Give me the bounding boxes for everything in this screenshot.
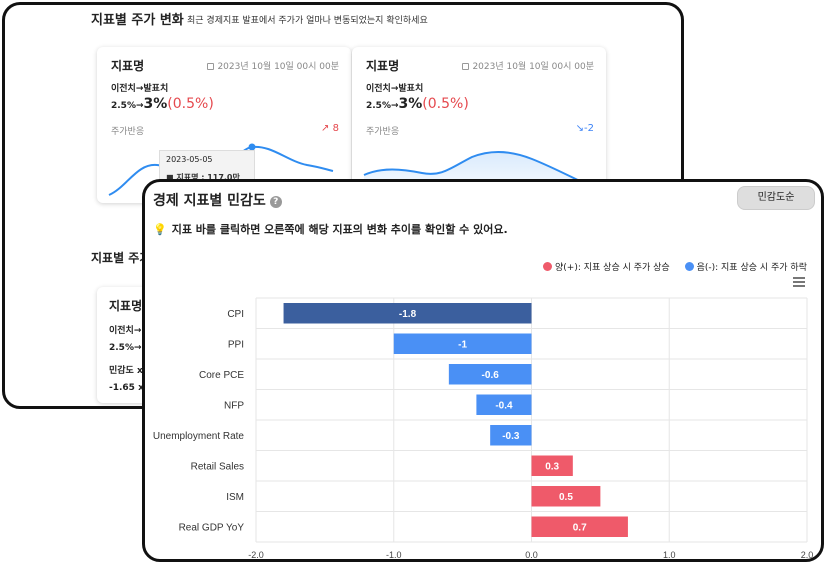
bar-value-label: -1.8 — [399, 309, 417, 320]
section-title: 지표별 주가 — [91, 251, 151, 265]
bar-value-label: -0.6 — [482, 370, 500, 381]
bar[interactable] — [476, 394, 532, 416]
bar[interactable] — [283, 303, 532, 324]
card-title: 지표명 — [366, 59, 400, 73]
calendar-icon — [207, 63, 215, 70]
question-icon[interactable]: ? — [269, 196, 282, 208]
x-tick-label: -2.0 — [248, 550, 264, 560]
sensitivity-bar-chart[interactable]: -2.0 -1.0 0.0 1.0 2.0 -1.8 CPI -1 PPI -0.6 Core PC… — [145, 282, 821, 562]
sparkline-path — [363, 151, 585, 184]
category-label: CPI — [227, 309, 244, 320]
category-label: ISM — [226, 492, 244, 503]
section-subtitle: 최근 경제지표 발표에서 주가가 얼마나 변동되었는지 확인하세요 — [187, 16, 428, 26]
hamburger-menu-icon[interactable] — [793, 277, 805, 287]
category-label: Core PCE — [199, 370, 244, 381]
change-value: ↘-2 — [575, 123, 594, 134]
chart-legend: 양(+): 지표 상승 시 주가 상승 음(-): 지표 상승 시 주가 하락 — [531, 260, 807, 273]
prev-next-label: 이전치→발표치 — [111, 84, 169, 94]
section-title: 지표별 주가 변화 — [91, 13, 184, 28]
stock-reaction-label: 주가반응 — [366, 127, 400, 137]
hint-text: 💡 지표 바를 클릭하면 오른쪽에 해당 지표의 변화 추이를 확인할 수 있어요… — [153, 223, 508, 236]
card-title: 지표명 — [109, 299, 143, 313]
bar[interactable] — [531, 455, 573, 477]
card-date: 2023년 10월 10일 00시 00분 — [207, 59, 339, 72]
category-label: NFP — [224, 400, 244, 411]
card-line: 2.5%→ — [109, 343, 142, 353]
lightbulb-icon: 💡 — [153, 223, 167, 236]
sort-by-sensitivity-button[interactable]: 민감도순 — [737, 186, 815, 210]
card-line: 민감도 x — [109, 366, 143, 376]
bar-value-label: 0.7 — [573, 522, 587, 533]
bar[interactable] — [531, 486, 601, 507]
bar-value-label: 0.5 — [559, 492, 573, 503]
calendar-icon — [462, 63, 470, 70]
prev-next-label: 이전치→발표치 — [366, 84, 424, 94]
bar[interactable] — [531, 516, 628, 538]
x-tick-label: -1.0 — [386, 550, 402, 560]
category-label: PPI — [228, 339, 244, 350]
category-label: Unemployment Rate — [153, 431, 245, 442]
hover-point — [248, 143, 256, 151]
bar-value-label: 0.3 — [545, 461, 559, 472]
card-value: 2.5%→3%(0.5%) — [111, 96, 214, 112]
legend-dot-red — [543, 262, 552, 271]
category-label: Real GDP YoY — [179, 522, 245, 533]
panel-title: 경제 지표별 민감도? — [153, 190, 282, 210]
x-tick-label: 1.0 — [663, 550, 676, 560]
change-value: ↗ 8 — [321, 123, 339, 134]
card-line: 이전치→ — [109, 326, 142, 336]
card-value: 2.5%→3%(0.5%) — [366, 96, 469, 112]
bar-value-label: -0.3 — [502, 431, 520, 442]
x-tick-label: 2.0 — [801, 550, 814, 560]
x-tick-label: 0.0 — [525, 550, 538, 560]
bar-value-label: -1 — [458, 339, 467, 350]
trend-down-icon: ↘ — [575, 123, 585, 134]
tooltip-value: ■ 지표명 : 117.0만 — [166, 173, 240, 182]
legend-negative[interactable]: 음(-): 지표 상승 시 주가 하락 — [684, 260, 807, 273]
card-title: 지표명 — [111, 59, 145, 73]
bar[interactable] — [448, 364, 532, 385]
tooltip-date: 2023-05-05 — [166, 155, 213, 164]
bar-value-label: -0.4 — [495, 400, 513, 411]
card-date: 2023년 10월 10일 00시 00분 — [462, 59, 594, 72]
bar[interactable] — [393, 333, 532, 355]
category-label: Retail Sales — [191, 461, 244, 472]
card-line: -1.65 x — [109, 383, 144, 393]
bar[interactable] — [490, 425, 532, 446]
legend-positive[interactable]: 양(+): 지표 상승 시 주가 상승 — [543, 260, 670, 273]
legend-dot-blue — [684, 262, 694, 271]
stock-reaction-label: 주가반응 — [111, 127, 145, 137]
trend-up-icon: ↗ — [321, 123, 330, 134]
sensitivity-panel: 경제 지표별 민감도? 민감도순 💡 지표 바를 클릭하면 오른쪽에 해당 지표의… — [142, 179, 824, 562]
indicator-card[interactable]: 지표명 2023년 10월 10일 00시 00분 이전치→발표치 2.5%→3… — [97, 47, 351, 203]
